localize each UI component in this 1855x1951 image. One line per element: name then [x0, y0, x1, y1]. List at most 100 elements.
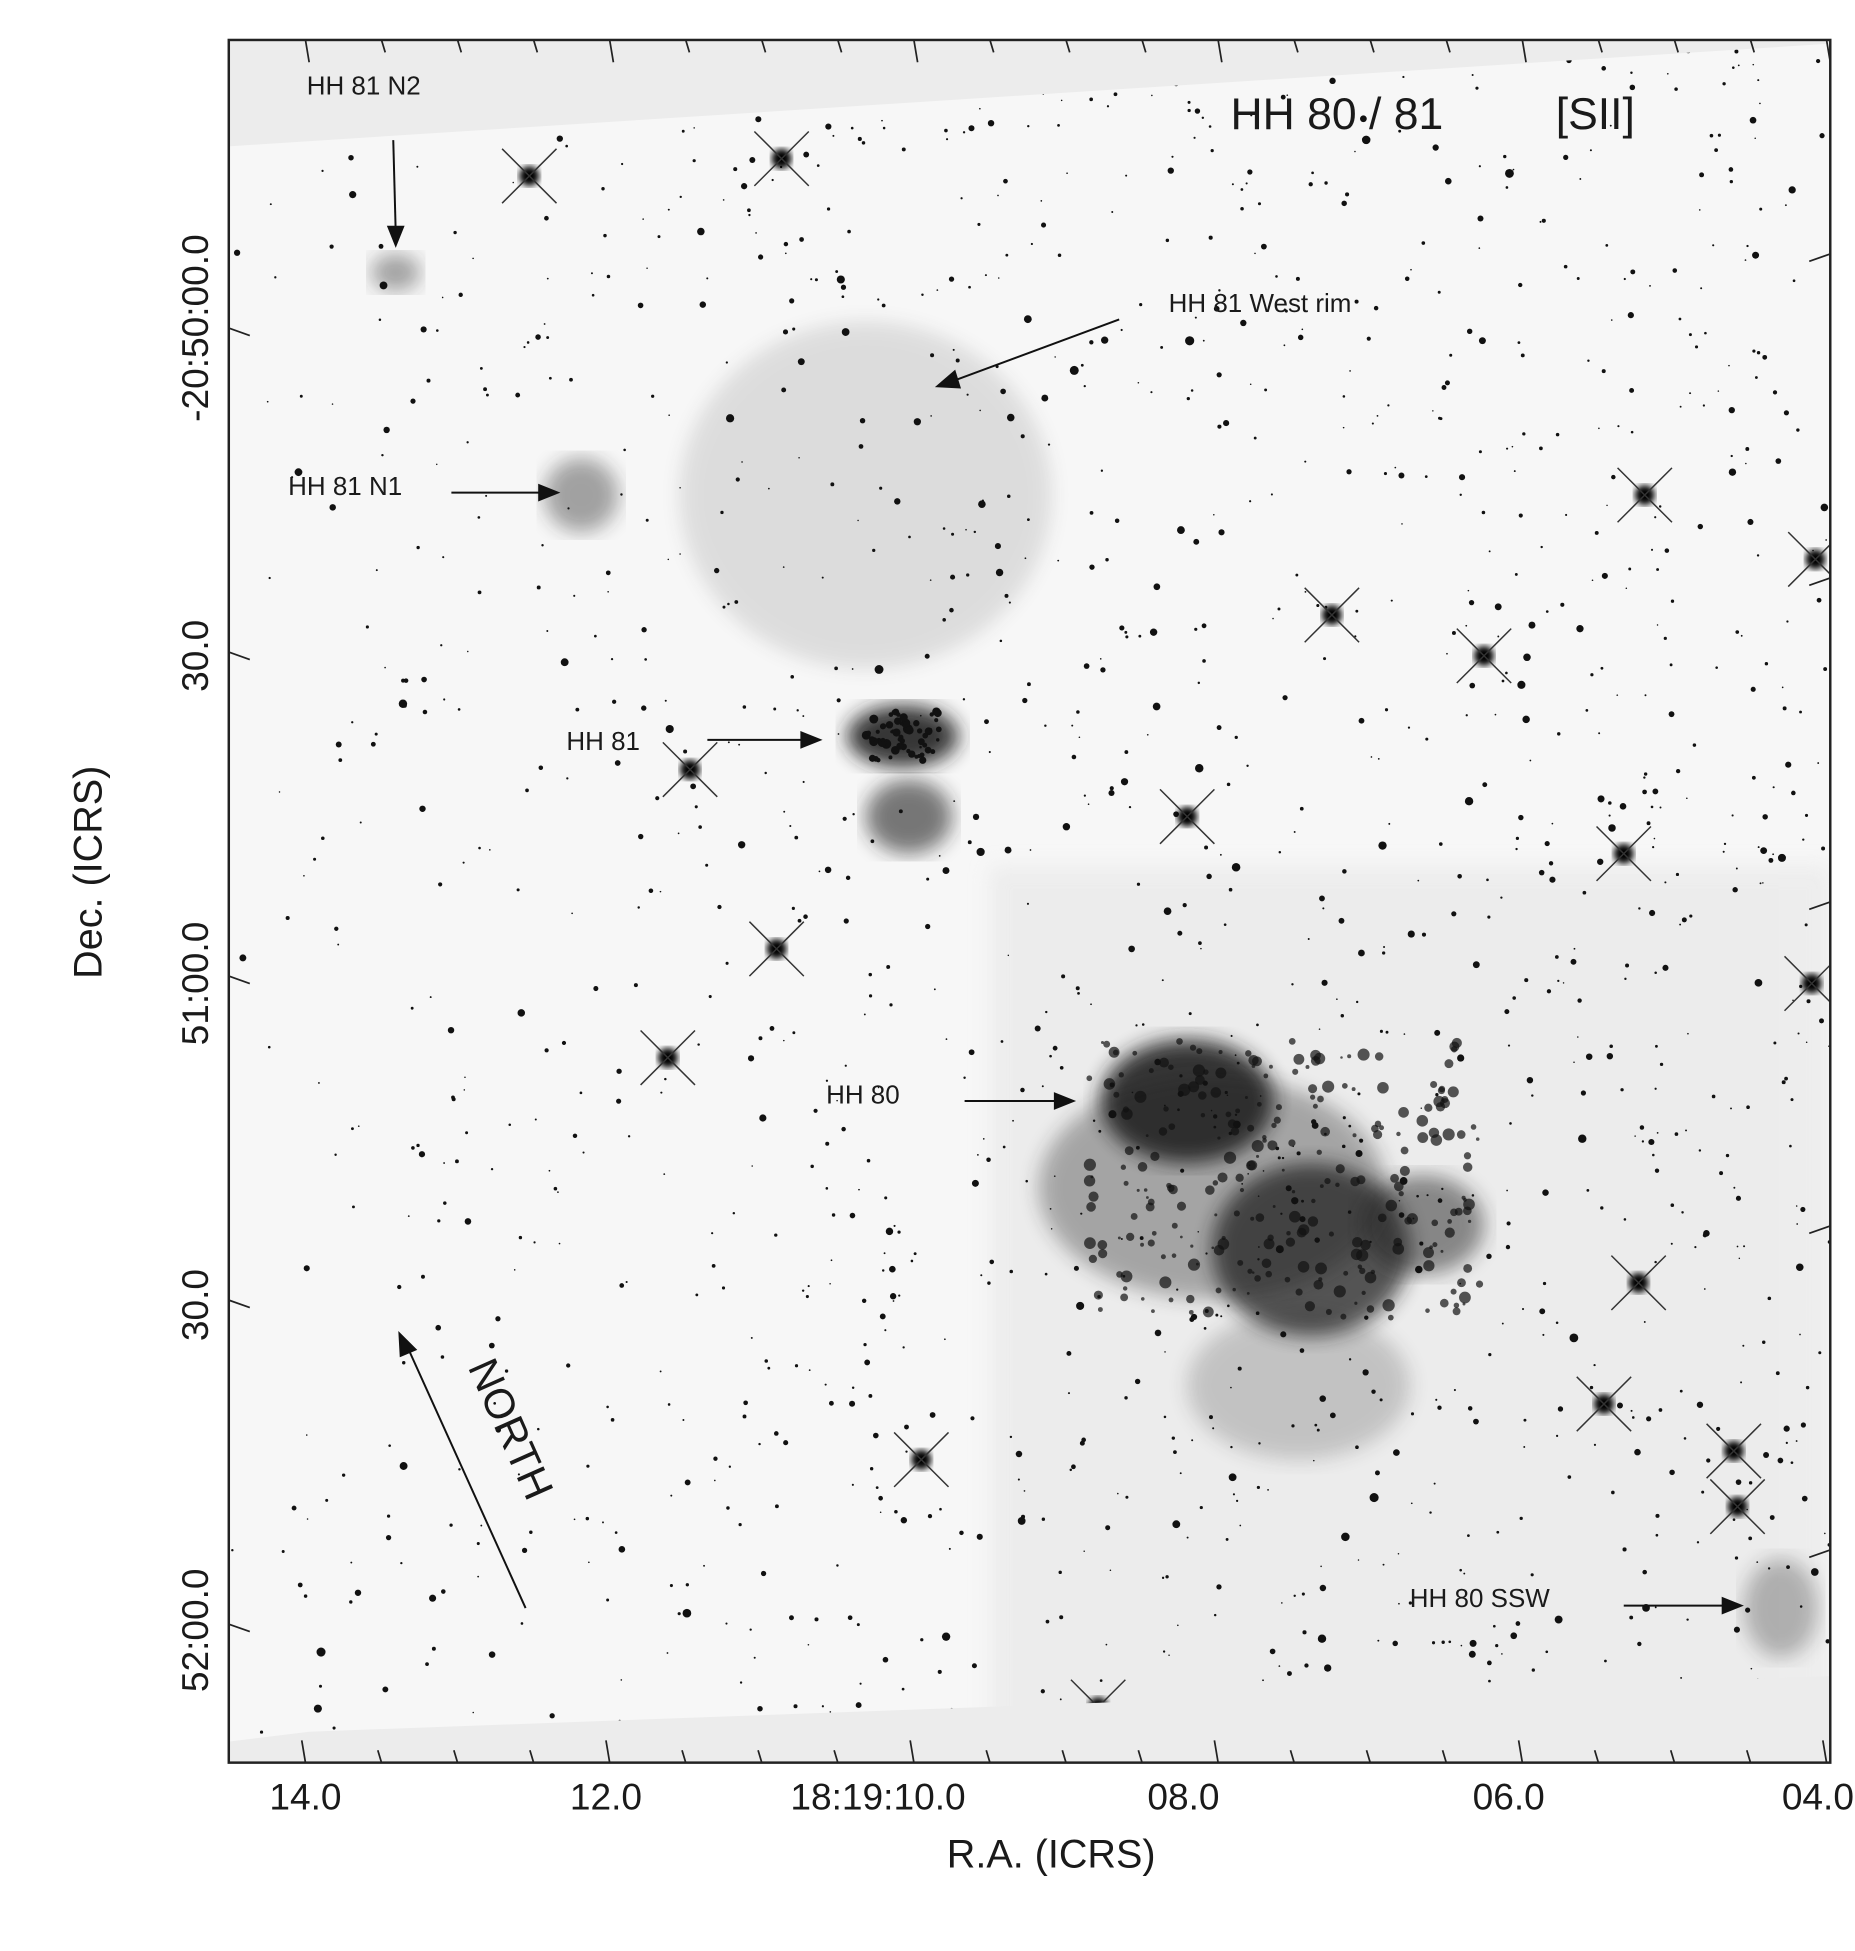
star: [984, 274, 987, 277]
star: [1523, 653, 1531, 662]
star: [365, 625, 369, 629]
nebula-knot: [1195, 1262, 1199, 1266]
x-tick: [376, 1750, 383, 1763]
star: [1767, 1567, 1771, 1570]
star: [1239, 1524, 1242, 1527]
star: [1504, 1009, 1510, 1015]
star: [828, 1400, 834, 1406]
star: [1193, 538, 1200, 545]
star: [1078, 736, 1081, 739]
star: [313, 1704, 322, 1713]
star: [1109, 786, 1114, 791]
star: [1669, 1469, 1675, 1476]
star: [791, 906, 795, 910]
star: [1799, 1333, 1801, 1336]
star: [436, 329, 439, 332]
star: [959, 1530, 964, 1536]
star: [939, 1507, 942, 1511]
star: [1227, 1304, 1230, 1308]
star: [516, 888, 520, 892]
x-tick: [681, 1750, 687, 1763]
star: [1316, 603, 1320, 608]
x-tick: [532, 39, 539, 53]
star: [1712, 244, 1715, 247]
star: [1089, 510, 1094, 515]
star: [1589, 1385, 1594, 1390]
star: [1230, 1445, 1233, 1449]
star: [937, 1669, 942, 1674]
nebula-knot: [1461, 1195, 1466, 1200]
star: [1220, 1315, 1223, 1318]
star: [1062, 822, 1071, 831]
star: [1768, 857, 1774, 863]
star: [722, 605, 726, 609]
star: [1311, 1122, 1319, 1129]
star: [721, 1286, 726, 1290]
star: [1041, 1085, 1044, 1088]
nebula-knot: [1463, 1264, 1473, 1273]
star: [971, 1663, 977, 1669]
star: [872, 1432, 879, 1439]
nebula-knot: [1335, 1182, 1340, 1188]
star: [1759, 882, 1762, 885]
nebula-knot: [1456, 1130, 1466, 1139]
star: [1172, 1520, 1181, 1529]
star: [1374, 1470, 1380, 1476]
star: [1688, 333, 1692, 337]
star: [1408, 1601, 1412, 1605]
star: [1053, 1175, 1056, 1177]
nebula-knot: [1194, 1075, 1205, 1085]
star: [1283, 344, 1286, 347]
star: [337, 943, 340, 946]
nebula-knot: [1350, 1248, 1363, 1261]
nebula-knot: [1126, 1232, 1135, 1242]
star: [1515, 847, 1518, 851]
star: [948, 1547, 951, 1550]
star: [1512, 168, 1515, 171]
star: [1081, 1437, 1086, 1443]
star: [987, 1281, 991, 1285]
star: [1539, 1308, 1546, 1315]
star: [1606, 504, 1608, 507]
star: [1777, 1457, 1784, 1464]
star: [1805, 1041, 1808, 1044]
star: [836, 275, 845, 284]
star: [1762, 882, 1764, 884]
star: [1451, 631, 1456, 635]
star: [832, 134, 835, 137]
nebula-knot: [885, 721, 894, 729]
nebula-knot: [1423, 1260, 1435, 1272]
star: [1286, 94, 1289, 96]
star: [1109, 1569, 1112, 1571]
star: [425, 1662, 429, 1666]
star: [1531, 1094, 1534, 1097]
star: [1108, 1110, 1117, 1119]
star: [801, 1289, 805, 1292]
star: [655, 796, 660, 801]
star: [1383, 945, 1386, 948]
star: [965, 528, 967, 531]
nebula-knot: [1180, 1235, 1183, 1239]
star: [1772, 390, 1778, 395]
star: [591, 293, 595, 297]
star: [882, 126, 886, 130]
x-tick-label: 12.0: [570, 1776, 642, 1818]
star: [1573, 1061, 1575, 1063]
nebula-knot: [934, 718, 939, 723]
star: [1366, 336, 1371, 341]
star: [1258, 1246, 1260, 1248]
star: [1231, 183, 1234, 186]
nebula-knot: [1158, 1127, 1168, 1136]
star: [851, 668, 854, 670]
star: [1515, 1621, 1521, 1626]
star: [869, 1467, 874, 1471]
nebula-knot: [1098, 1249, 1108, 1259]
star: [488, 1342, 495, 1349]
star: [603, 233, 607, 238]
nebula-knot: [1366, 1305, 1375, 1313]
star: [1197, 681, 1201, 685]
nebula-knot: [1263, 1073, 1269, 1079]
star: [664, 1077, 667, 1081]
star: [1355, 1445, 1359, 1450]
star: [1163, 1415, 1167, 1419]
